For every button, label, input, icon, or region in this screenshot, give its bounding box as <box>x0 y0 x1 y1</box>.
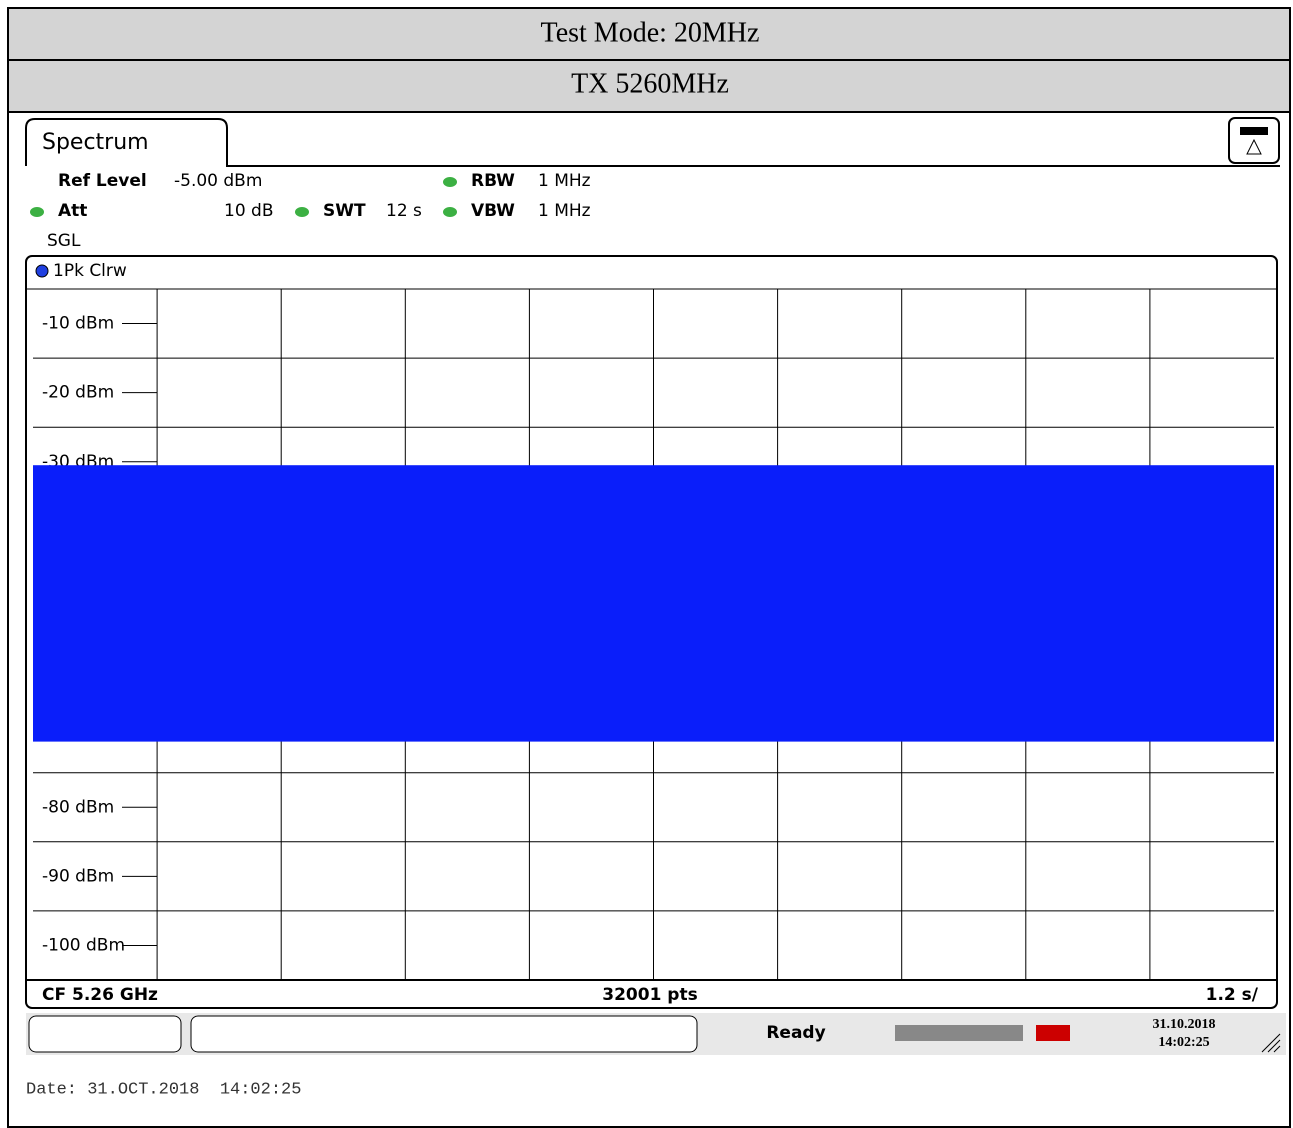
y-tick-label: -80 dBm <box>42 797 114 817</box>
footer-text: 32001 pts <box>602 985 697 1005</box>
status-field[interactable] <box>190 1015 698 1053</box>
header-row <box>7 7 1291 61</box>
header-text: Test Mode: 20MHz <box>541 17 760 48</box>
setting-label: RBW <box>471 171 515 191</box>
header-row <box>7 59 1291 113</box>
status-state: Ready <box>766 1023 825 1043</box>
indicator <box>295 207 309 217</box>
sweep-mode: SGL <box>47 231 81 251</box>
trace-band <box>33 465 1274 742</box>
setting-value: 12 s <box>386 201 422 221</box>
setting-label: SWT <box>323 201 366 221</box>
trace-label: 1Pk Clrw <box>53 261 127 281</box>
caption: Date: 31.OCT.2018 14:02:25 <box>26 1080 301 1099</box>
setting-value: 1 MHz <box>538 201 591 221</box>
tab-title[interactable]: Spectrum <box>42 130 149 155</box>
status-date: 31.10.2018 <box>1153 1017 1216 1032</box>
lxi-logo <box>1036 1025 1070 1041</box>
setting-value: -5.00 dBm <box>174 171 262 191</box>
status-time: 14:02:25 <box>1158 1035 1209 1050</box>
progress-bar <box>895 1025 1023 1041</box>
trace-indicator <box>35 264 49 278</box>
indicator <box>443 207 457 217</box>
footer-text: CF 5.26 GHz <box>42 985 158 1005</box>
indicator <box>30 207 44 217</box>
indicator <box>443 177 457 187</box>
icon <box>1240 127 1268 135</box>
setting-value: 10 dB <box>224 201 274 221</box>
resize-grip <box>1261 1033 1281 1053</box>
setting-value: 1 MHz <box>538 171 591 191</box>
footer-text: 1.2 s/ <box>1206 985 1259 1005</box>
y-tick-label: -100 dBm <box>42 935 125 955</box>
setting-label: VBW <box>471 201 515 221</box>
setting-label: Att <box>58 201 87 221</box>
header-text: TX 5260MHz <box>571 68 729 99</box>
y-tick-label: -90 dBm <box>42 866 114 886</box>
status-field[interactable] <box>28 1015 182 1053</box>
setting-label: Ref Level <box>58 171 147 191</box>
y-tick-label: -20 dBm <box>42 383 114 403</box>
y-tick-label: -10 dBm <box>42 314 114 334</box>
icon <box>1246 138 1262 155</box>
tab-outline <box>25 118 1280 167</box>
